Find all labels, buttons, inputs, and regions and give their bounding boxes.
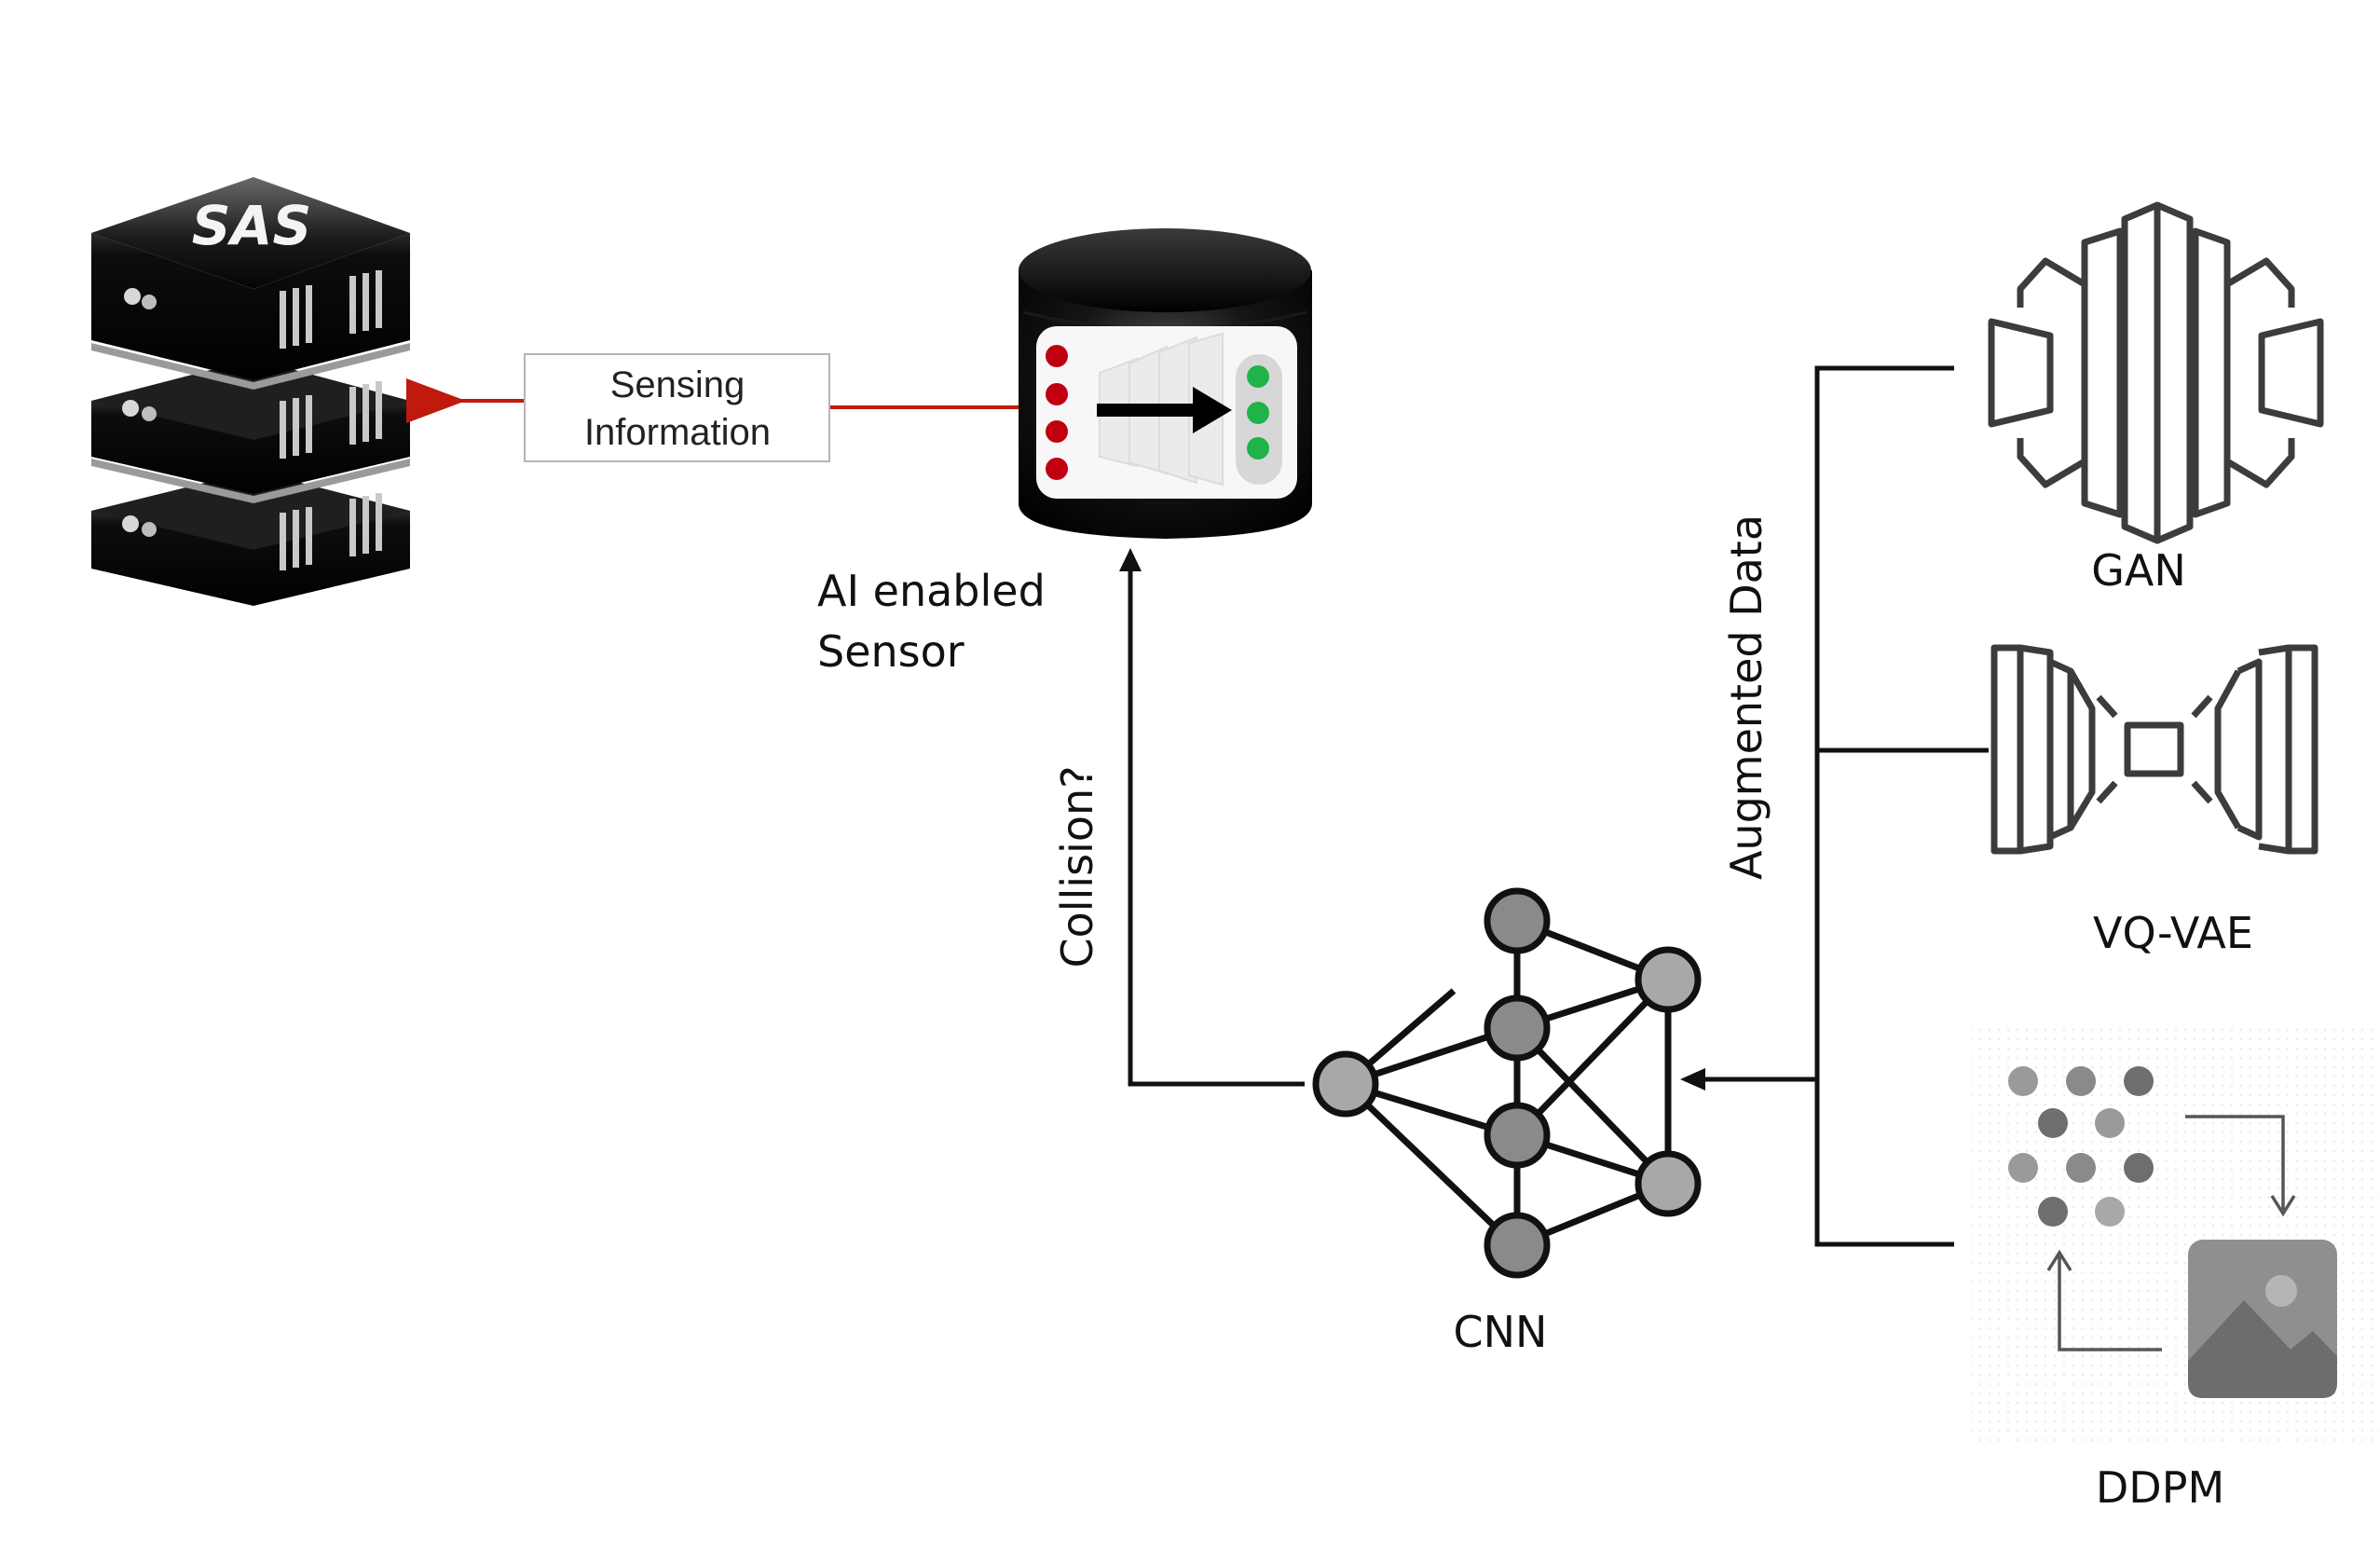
cnn-node [1484, 1212, 1551, 1279]
led-red-1 [1046, 345, 1068, 367]
led-green-2 [1247, 402, 1269, 424]
collision-label: Collision? [1052, 765, 1102, 967]
vq-vae-icon [1990, 644, 2318, 855]
collision-arrowhead [1119, 548, 1142, 571]
image-icon [2188, 1240, 2337, 1398]
led-green-3 [1247, 437, 1269, 460]
server-unit-top: SAS [91, 177, 410, 390]
cnn-node [1484, 994, 1551, 1062]
cnn-node [1635, 946, 1702, 1013]
cnn-label: CNN [1454, 1307, 1548, 1357]
sas-label: SAS [192, 194, 311, 257]
led-red-4 [1046, 458, 1068, 480]
led-red-2 [1046, 383, 1068, 405]
cnn-node [1484, 1102, 1551, 1169]
gan-icon [1988, 201, 2324, 544]
noise-dots [2008, 1066, 2154, 1227]
sensor-label-line2: Sensor [817, 626, 964, 677]
forward-arrow [2185, 1115, 2285, 1210]
cnn-nodes [1312, 887, 1702, 1279]
ddpm-icon [1971, 1025, 2380, 1445]
led-green-1 [1247, 365, 1269, 388]
sensing-information-box: Sensing Information [524, 353, 830, 462]
augmented-data-label: Augmented Data [1721, 514, 1771, 880]
cnn-node [1635, 1150, 1702, 1217]
collision-path [1128, 559, 1305, 1087]
cnn-node [1484, 887, 1551, 954]
led-red-3 [1046, 420, 1068, 443]
server-unit-middle [91, 359, 410, 503]
ddpm-label: DDPM [2096, 1462, 2224, 1513]
sensing-label-line1: Sensing [610, 364, 745, 405]
sensor-label-line1: AI enabled [817, 566, 1046, 616]
vqvae-label: VQ-VAE [2093, 908, 2253, 958]
gan-label: GAN [2091, 545, 2186, 596]
sensing-label-line2: Information [584, 412, 771, 453]
server-stack-icon: SAS [91, 177, 410, 606]
neural-network-icon [1343, 917, 1672, 1249]
reverse-arrow [2058, 1256, 2162, 1351]
ai-sensor-icon [1019, 228, 1312, 539]
server-unit-bottom [91, 471, 410, 606]
augmented-arrowhead [1680, 1068, 1705, 1090]
augmented-data-bus [1701, 365, 1989, 1247]
cnn-node [1312, 1050, 1379, 1118]
